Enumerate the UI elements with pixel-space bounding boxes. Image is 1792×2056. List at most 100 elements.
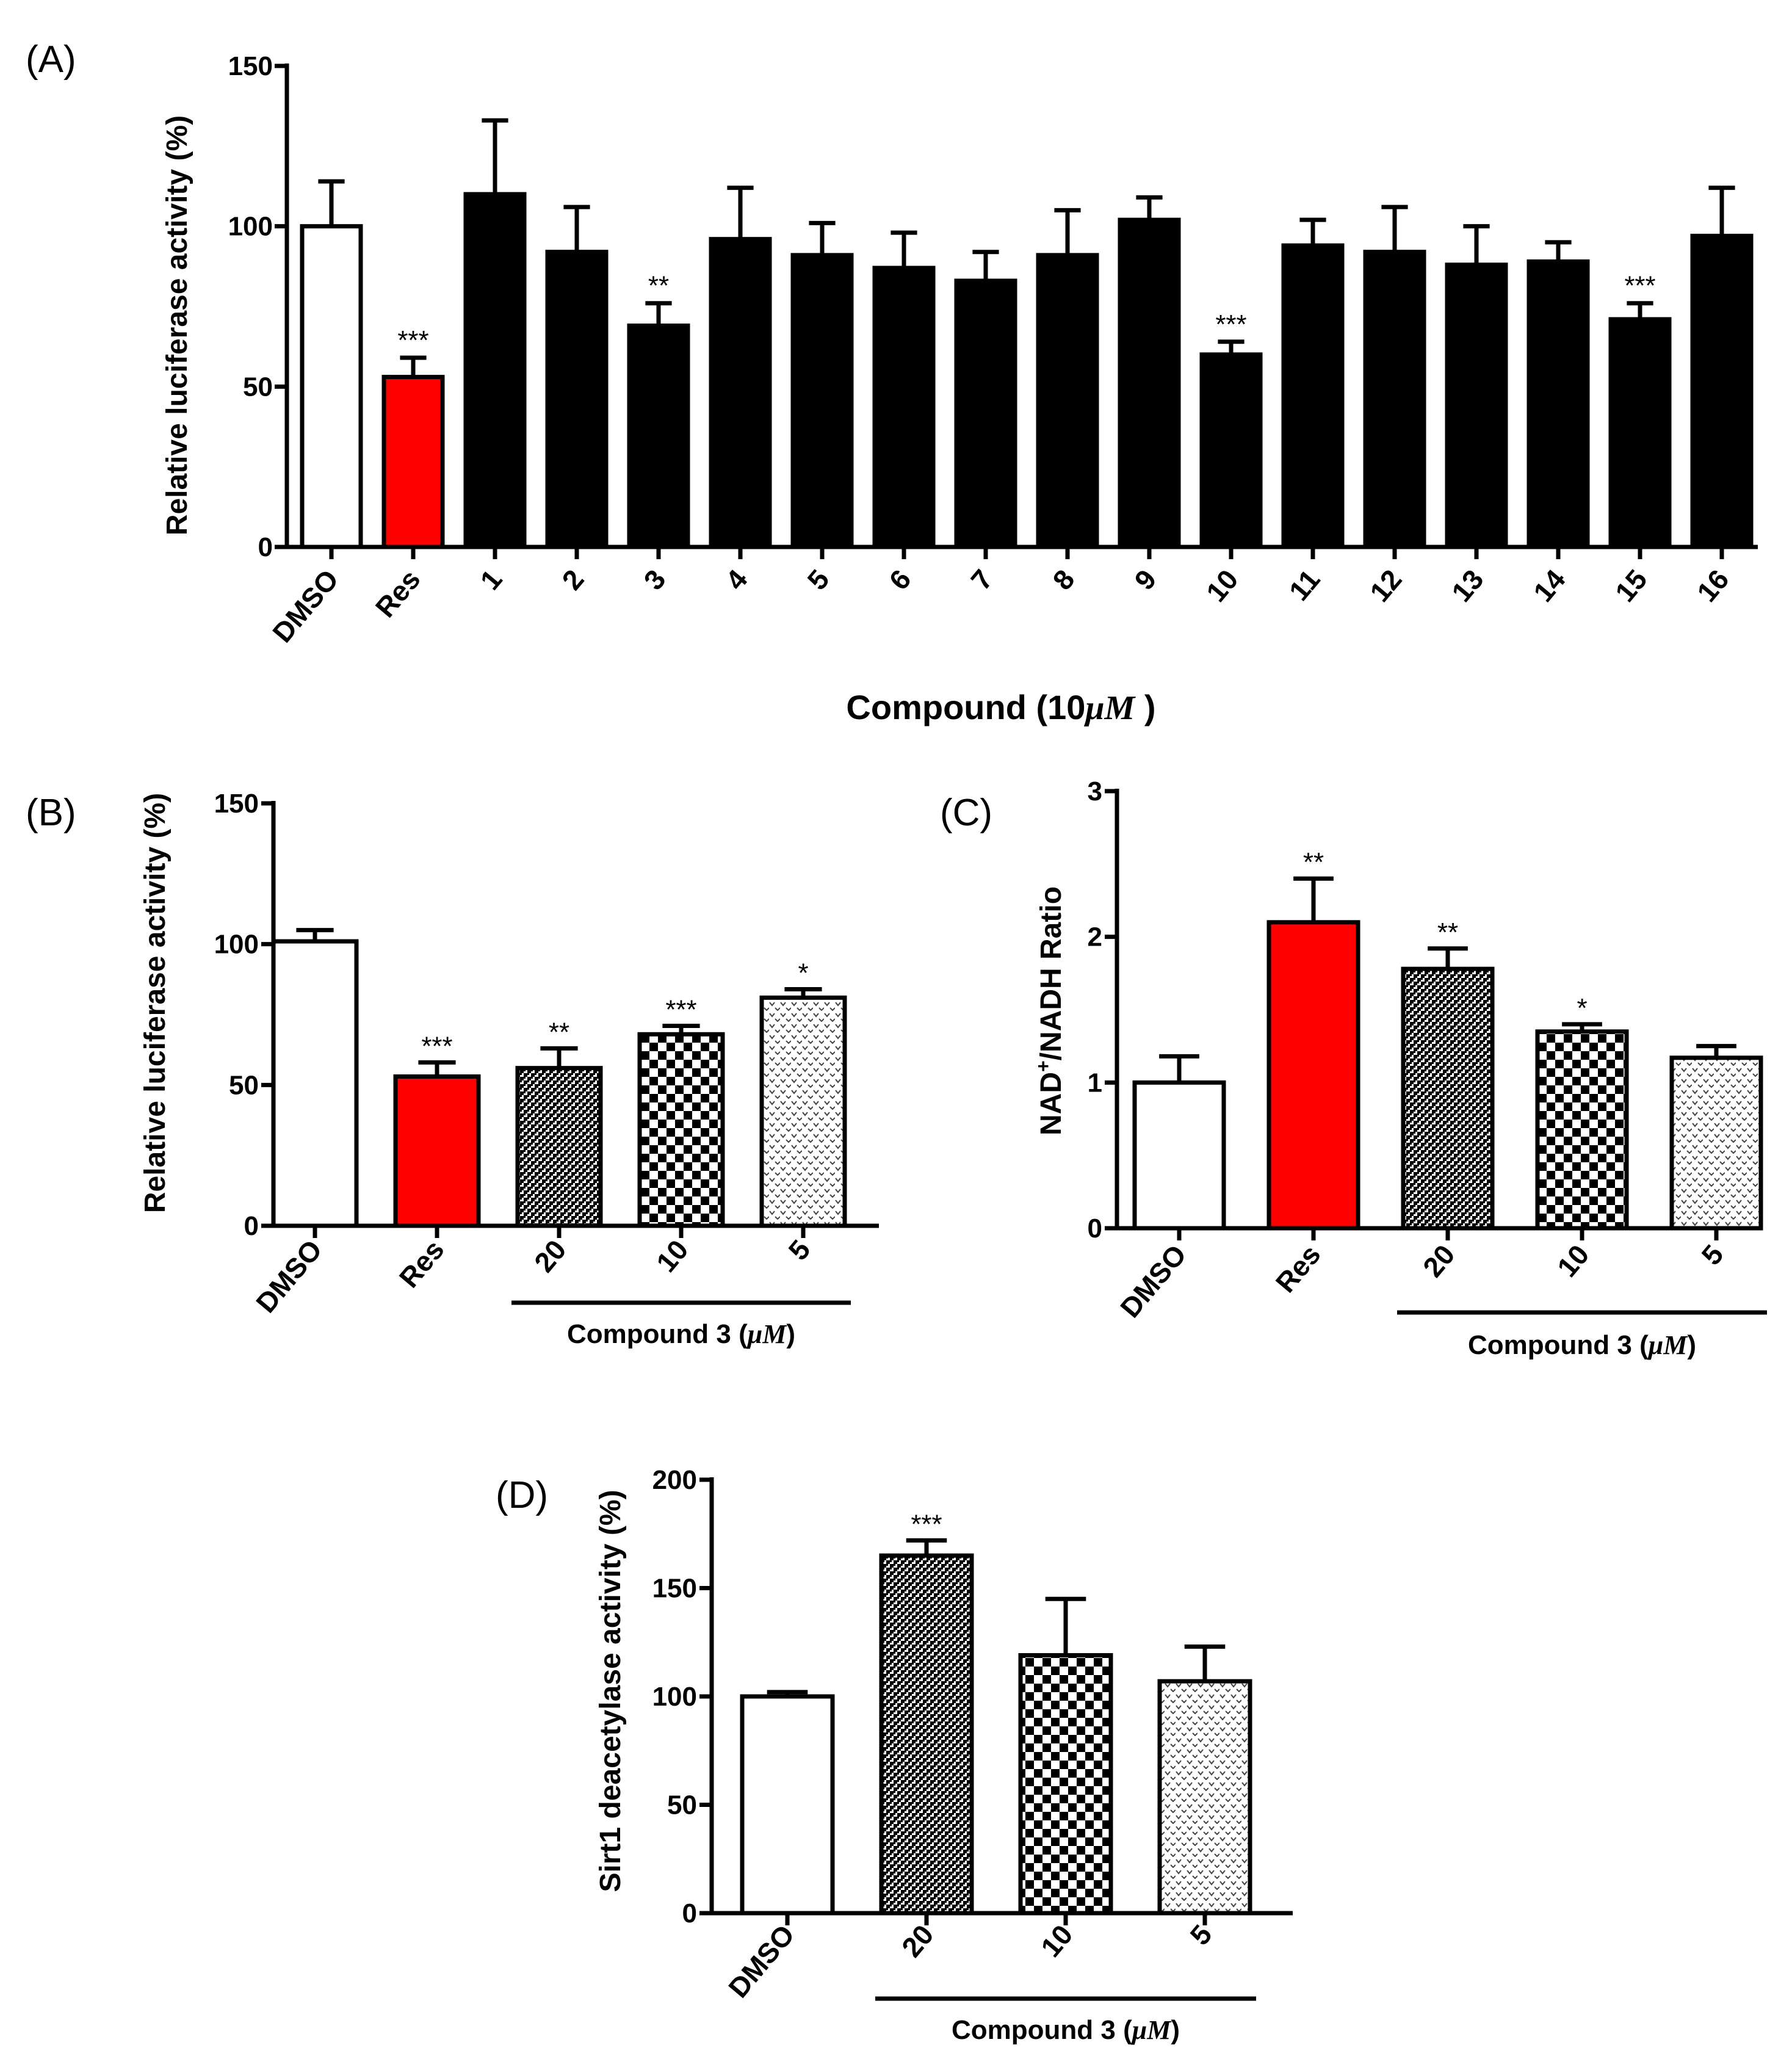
- panel-c-x-tick-label: 5: [1695, 1239, 1729, 1271]
- panel-b-chart: (B) Relative luciferase activity (%) 0 50…: [26, 789, 879, 1349]
- panel-d-group-label: Compound 3 (μM): [952, 2015, 1180, 2045]
- panel-b-group-label-suffix: ): [786, 1319, 795, 1349]
- panel-a-bar: [1118, 217, 1181, 549]
- panel-d-group-label-prefix: Compound 3 (: [952, 2015, 1132, 2045]
- panel-a-x-tick-label: Res: [369, 563, 427, 623]
- panel-d-x-tick-label: 20: [895, 1919, 940, 1963]
- panel-a-x-tick-label: 13: [1445, 563, 1490, 608]
- panel-a-bar: [954, 278, 1017, 549]
- panel-c-label: (C): [940, 792, 992, 834]
- panel-b-bar: [637, 1032, 725, 1228]
- panel-a-y-tick-label: 150: [228, 51, 273, 81]
- panel-b-group-label-prefix: Compound 3 (: [567, 1319, 748, 1349]
- panel-a-bar: [872, 266, 936, 549]
- panel-b-bar: [515, 1066, 603, 1228]
- panel-a-x-axis-title: Compound (10μM ): [846, 688, 1155, 727]
- panel-d-y-tick-label: 100: [652, 1682, 697, 1712]
- panel-c-group-label-prefix: Compound 3 (: [1468, 1330, 1649, 1360]
- panel-d-chart: (D) Sirt1 deacetylase activity (%) 0 50 10…: [496, 1465, 1293, 2045]
- panel-c-y-tick-label: 1: [1088, 1068, 1102, 1098]
- panel-a-bar: [463, 192, 527, 549]
- panel-b-x-tick-label: 20: [528, 1234, 573, 1278]
- panel-d-y-tick-label: 0: [682, 1899, 697, 1928]
- panel-a-y-tick-label: 50: [243, 372, 273, 402]
- panel-a-bar: [381, 375, 445, 549]
- panel-a-significance-label: ***: [1624, 271, 1655, 301]
- panel-c-bar: [1669, 1055, 1763, 1231]
- panel-c-x-tick-label: 10: [1551, 1239, 1595, 1283]
- panel-b-x-tick-label: DMSO: [250, 1234, 328, 1319]
- panel-d-group-label-suffix: ): [1171, 2015, 1180, 2045]
- panel-c-y-tick-label: 0: [1088, 1214, 1102, 1243]
- panel-d-bar: [1018, 1653, 1113, 1916]
- panel-a-x-axis-title-suffix: ): [1135, 688, 1155, 726]
- panel-b-y-tick-label: 50: [229, 1070, 259, 1100]
- panel-b-bar: [759, 995, 847, 1228]
- panel-a-x-axis-title-prefix: Compound (10: [846, 688, 1085, 726]
- panel-a-y-tick-label: 0: [258, 532, 273, 562]
- panel-c-y-axis-title-b: /NADH Ratio: [1035, 886, 1068, 1060]
- panel-a-bar: [1608, 317, 1672, 549]
- panel-b-group-label-unit: μM: [746, 1319, 787, 1349]
- panel-d-bar: [1157, 1679, 1252, 1916]
- panel-a-y-tick-label: 100: [228, 212, 273, 242]
- panel-d-bar: [879, 1553, 974, 1916]
- panel-a-bar: [627, 324, 690, 549]
- panel-a-significance-label: **: [648, 271, 669, 301]
- panel-d-x-tick-label: DMSO: [722, 1919, 801, 2004]
- panel-c-y-tick-label: 3: [1088, 776, 1102, 806]
- panel-d-x-tick-label: 5: [1183, 1919, 1218, 1951]
- panel-c-x-tick-label: 20: [1417, 1239, 1461, 1283]
- panel-d-y-tick-label: 150: [652, 1574, 697, 1604]
- panel-a-bar: [1199, 352, 1263, 549]
- panel-b-y-tick-label: 100: [214, 930, 259, 960]
- panel-a-x-tick-label: 6: [883, 563, 917, 596]
- panel-c-x-tick-label: Res: [1270, 1239, 1327, 1298]
- panel-a-x-tick-label: 15: [1609, 563, 1653, 608]
- panel-a-significance-label: ***: [397, 325, 428, 355]
- panel-b-y-tick-label: 150: [214, 789, 259, 819]
- panel-b-significance-label: *: [798, 958, 808, 988]
- panel-a-bar: [790, 253, 854, 549]
- panel-c-group-label-unit: μM: [1647, 1330, 1688, 1360]
- panel-a-x-tick-label: 14: [1527, 563, 1572, 608]
- panel-a-bar: [545, 250, 609, 549]
- panel-c-significance-label: **: [1303, 847, 1324, 877]
- panel-b-bar: [393, 1074, 481, 1228]
- panel-b-x-tick-label: Res: [393, 1234, 450, 1294]
- panel-a-x-tick-label: 4: [719, 563, 754, 596]
- panel-b-significance-label: ***: [421, 1031, 452, 1061]
- panel-c-bar: [1401, 966, 1495, 1231]
- panel-b-x-tick-label: 10: [650, 1234, 695, 1278]
- panel-a-bar: [709, 237, 772, 549]
- panel-a-x-tick-label: 1: [474, 563, 508, 596]
- panel-a-x-tick-label: 10: [1200, 563, 1245, 608]
- panel-c-x-tick-label: DMSO: [1114, 1239, 1193, 1323]
- panel-a-x-tick-label: 7: [964, 563, 999, 596]
- panel-b-group-label: Compound 3 (μM): [567, 1319, 795, 1349]
- panel-d-label: (D): [496, 1474, 548, 1516]
- panel-d-y-tick-label: 50: [667, 1790, 697, 1820]
- panel-b-bar: [271, 939, 359, 1228]
- panel-c-bar: [1266, 920, 1360, 1231]
- panel-c-significance-label: **: [1437, 918, 1458, 947]
- panel-a-x-tick-label: 5: [801, 563, 835, 596]
- panel-b-x-tick-label: 5: [782, 1234, 816, 1266]
- panel-a-bar: [1281, 243, 1345, 549]
- panel-a-bar: [1690, 233, 1754, 549]
- panel-a-bar: [1363, 250, 1426, 549]
- panel-c-y-axis-title: NAD+/NADH Ratio: [1032, 886, 1068, 1135]
- panel-a-label: (A): [26, 38, 76, 81]
- panel-c-group-label: Compound 3 (μM): [1468, 1330, 1696, 1360]
- panel-b-significance-label: **: [549, 1017, 569, 1047]
- panel-b-label: (B): [26, 792, 76, 834]
- panel-d-y-axis-title: Sirt1 deacetylase activity (%): [594, 1490, 627, 1892]
- panel-c-y-tick-label: 2: [1088, 922, 1102, 952]
- panel-a-x-tick-label: 16: [1691, 563, 1735, 608]
- panel-c-bar: [1132, 1080, 1226, 1231]
- panel-a-x-tick-label: 12: [1364, 563, 1408, 608]
- panel-d-x-tick-label: 10: [1035, 1919, 1079, 1963]
- panel-b-y-tick-label: 0: [244, 1211, 259, 1241]
- panel-a-x-tick-label: DMSO: [266, 563, 345, 648]
